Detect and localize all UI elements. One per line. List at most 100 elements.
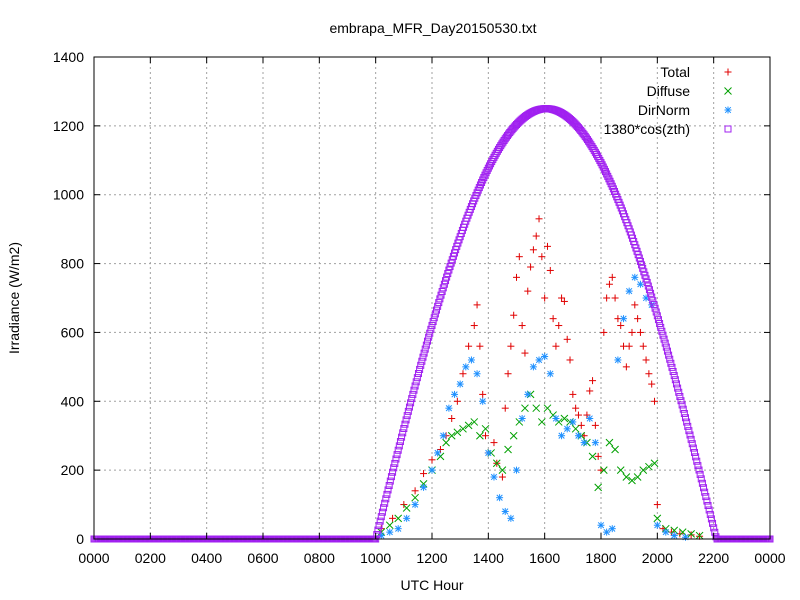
- clearsky-point: [414, 370, 422, 378]
- y-axis-label: Irradiance (W/m2): [6, 242, 22, 354]
- clearsky-point: [422, 341, 430, 349]
- series-dirnorm: [377, 273, 689, 541]
- clearsky-point: [381, 499, 389, 507]
- data-point: [633, 473, 642, 481]
- clearsky-point: [661, 339, 669, 347]
- data-point: [411, 493, 419, 502]
- data-point: [394, 525, 402, 533]
- clearsky-point: [653, 312, 661, 320]
- data-point: [386, 528, 394, 536]
- data-point: [470, 418, 479, 426]
- clearsky-point: [402, 416, 410, 424]
- data-point: [616, 466, 625, 474]
- data-point: [451, 390, 459, 398]
- data-point: [687, 529, 695, 538]
- clearsky-point: [709, 519, 717, 527]
- data-point: [524, 287, 532, 295]
- data-point: [603, 528, 611, 536]
- data-point: [459, 370, 467, 378]
- data-point: [518, 322, 526, 330]
- x-tick-label: 1400: [473, 550, 504, 566]
- clearsky-point: [485, 162, 493, 170]
- data-point: [572, 404, 580, 412]
- data-point: [695, 531, 704, 540]
- clearsky-point: [604, 172, 612, 180]
- data-point: [588, 452, 597, 461]
- data-point: [403, 514, 411, 522]
- data-point: [614, 356, 622, 364]
- data-point: [473, 301, 481, 309]
- clearsky-point: [433, 306, 441, 314]
- x-tick-label: 0800: [304, 550, 335, 566]
- data-point: [501, 507, 509, 515]
- clearsky-point: [705, 506, 713, 514]
- data-point: [535, 215, 543, 223]
- clearsky-point: [658, 327, 666, 335]
- x-tick-label: 1800: [585, 550, 616, 566]
- data-point: [597, 521, 605, 529]
- data-point: [569, 390, 577, 398]
- data-point: [549, 315, 557, 323]
- clearsky-point: [385, 482, 393, 490]
- data-point: [428, 456, 436, 464]
- data-point: [529, 363, 537, 371]
- legend-label: 1380*cos(zth): [604, 121, 690, 137]
- clearsky-point: [421, 345, 429, 353]
- clearsky-point: [675, 388, 683, 396]
- legend-label: Diffuse: [647, 83, 691, 99]
- x-tick-label: 1600: [529, 550, 560, 566]
- data-point: [535, 356, 543, 364]
- clearsky-point: [399, 429, 407, 437]
- clearsky-point: [665, 351, 673, 359]
- data-point: [447, 431, 456, 440]
- data-point: [563, 335, 571, 343]
- data-point: [467, 356, 475, 364]
- data-point: [453, 397, 461, 405]
- clearsky-point: [685, 427, 693, 435]
- clearsky-point: [602, 168, 610, 176]
- clearsky-point: [423, 337, 431, 345]
- clearsky-point: [647, 289, 655, 297]
- data-point: [639, 466, 648, 474]
- data-point: [439, 432, 447, 440]
- data-point: [527, 263, 535, 271]
- data-point: [389, 514, 397, 522]
- clearsky-point: [443, 273, 451, 281]
- clearsky-point: [700, 484, 708, 492]
- data-point: [625, 287, 633, 295]
- clearsky-point: [420, 349, 428, 357]
- clearsky-point: [599, 163, 607, 171]
- data-point: [529, 246, 537, 254]
- x-tick-label: 0000: [78, 550, 109, 566]
- data-point: [622, 473, 631, 481]
- clearsky-point: [668, 363, 676, 371]
- y-axis-ticks: 0 200 400 600 800 1000 1200 1400: [53, 49, 770, 547]
- data-point: [498, 473, 506, 481]
- data-point: [546, 266, 554, 274]
- clearsky-point: [428, 321, 436, 329]
- clearsky-point: [650, 300, 658, 308]
- data-point: [653, 521, 661, 529]
- data-point: [445, 404, 453, 412]
- clearsky-point: [596, 156, 604, 164]
- data-point: [442, 438, 450, 447]
- clearsky-point: [375, 522, 383, 530]
- x-tick-label: 0200: [135, 550, 166, 566]
- clearsky-point: [382, 495, 390, 503]
- data-point: [662, 528, 670, 536]
- legend-marker: [724, 106, 732, 114]
- clearsky-point: [389, 468, 397, 476]
- data-point: [434, 449, 442, 457]
- data-point: [524, 390, 532, 398]
- clearsky-point: [393, 451, 401, 459]
- legend-marker: [724, 68, 732, 76]
- clearsky-point: [703, 497, 711, 505]
- data-point: [394, 514, 403, 523]
- data-point: [465, 342, 473, 350]
- data-point: [591, 439, 599, 447]
- clearsky-point: [401, 420, 409, 428]
- data-point: [599, 466, 608, 474]
- clearsky-point: [418, 357, 426, 365]
- clearsky-point: [696, 470, 704, 478]
- data-point: [605, 280, 613, 288]
